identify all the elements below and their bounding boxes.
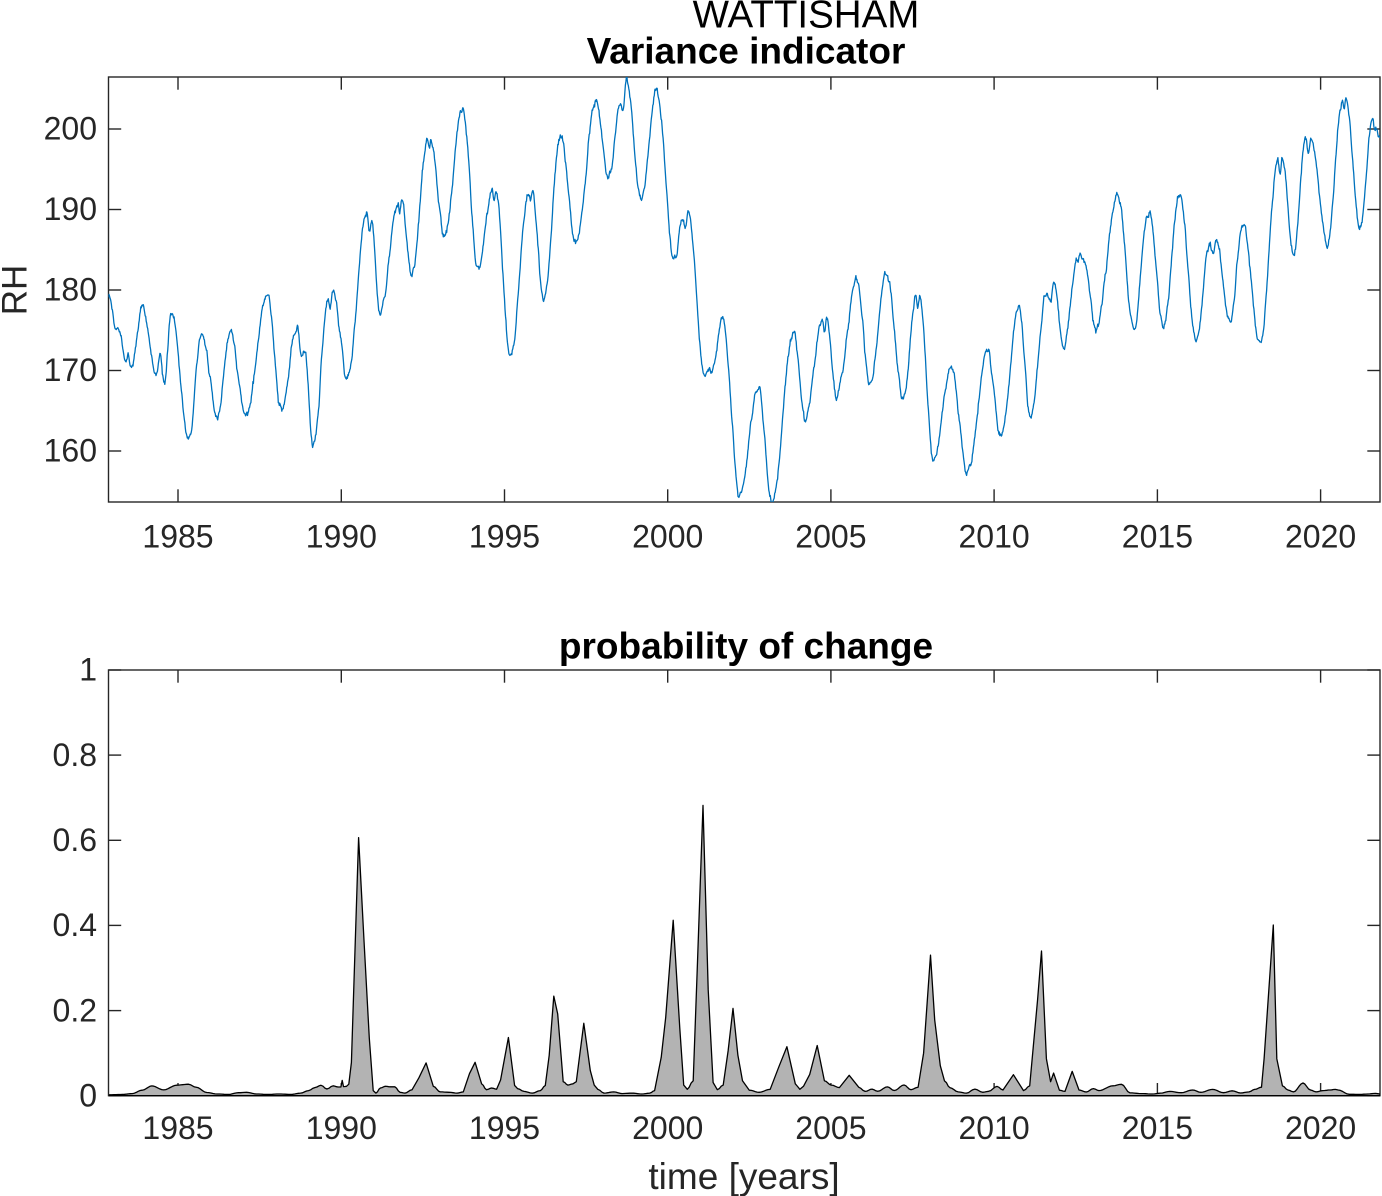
svg-text:2000: 2000 bbox=[632, 519, 703, 555]
svg-text:probability of change: probability of change bbox=[559, 626, 933, 667]
svg-text:0.4: 0.4 bbox=[53, 907, 97, 943]
svg-text:2000: 2000 bbox=[632, 1110, 703, 1146]
svg-text:1995: 1995 bbox=[469, 1110, 540, 1146]
svg-text:1985: 1985 bbox=[142, 1110, 213, 1146]
svg-text:1985: 1985 bbox=[142, 519, 213, 555]
svg-text:180: 180 bbox=[44, 272, 97, 308]
svg-text:time [years]: time [years] bbox=[648, 1156, 839, 1196]
svg-text:2010: 2010 bbox=[959, 519, 1030, 555]
svg-text:0.2: 0.2 bbox=[53, 992, 97, 1028]
svg-text:WATTISHAM: WATTISHAM bbox=[693, 0, 920, 37]
svg-text:2020: 2020 bbox=[1285, 519, 1356, 555]
svg-text:2005: 2005 bbox=[795, 519, 866, 555]
svg-text:1990: 1990 bbox=[306, 519, 377, 555]
svg-text:1995: 1995 bbox=[469, 519, 540, 555]
svg-text:2010: 2010 bbox=[959, 1110, 1030, 1146]
svg-text:0.8: 0.8 bbox=[53, 737, 97, 773]
svg-text:0: 0 bbox=[79, 1077, 97, 1113]
svg-text:2020: 2020 bbox=[1285, 1110, 1356, 1146]
svg-text:190: 190 bbox=[44, 191, 97, 227]
svg-text:170: 170 bbox=[44, 352, 97, 388]
svg-text:0.6: 0.6 bbox=[53, 822, 97, 858]
svg-text:Variance indicator: Variance indicator bbox=[587, 31, 906, 72]
svg-text:200: 200 bbox=[44, 111, 97, 147]
svg-text:2015: 2015 bbox=[1122, 519, 1193, 555]
svg-text:2005: 2005 bbox=[795, 1110, 866, 1146]
svg-text:1990: 1990 bbox=[306, 1110, 377, 1146]
svg-text:RH: RH bbox=[0, 265, 35, 316]
svg-text:1: 1 bbox=[79, 652, 97, 688]
svg-text:160: 160 bbox=[44, 433, 97, 469]
svg-text:2015: 2015 bbox=[1122, 1110, 1193, 1146]
